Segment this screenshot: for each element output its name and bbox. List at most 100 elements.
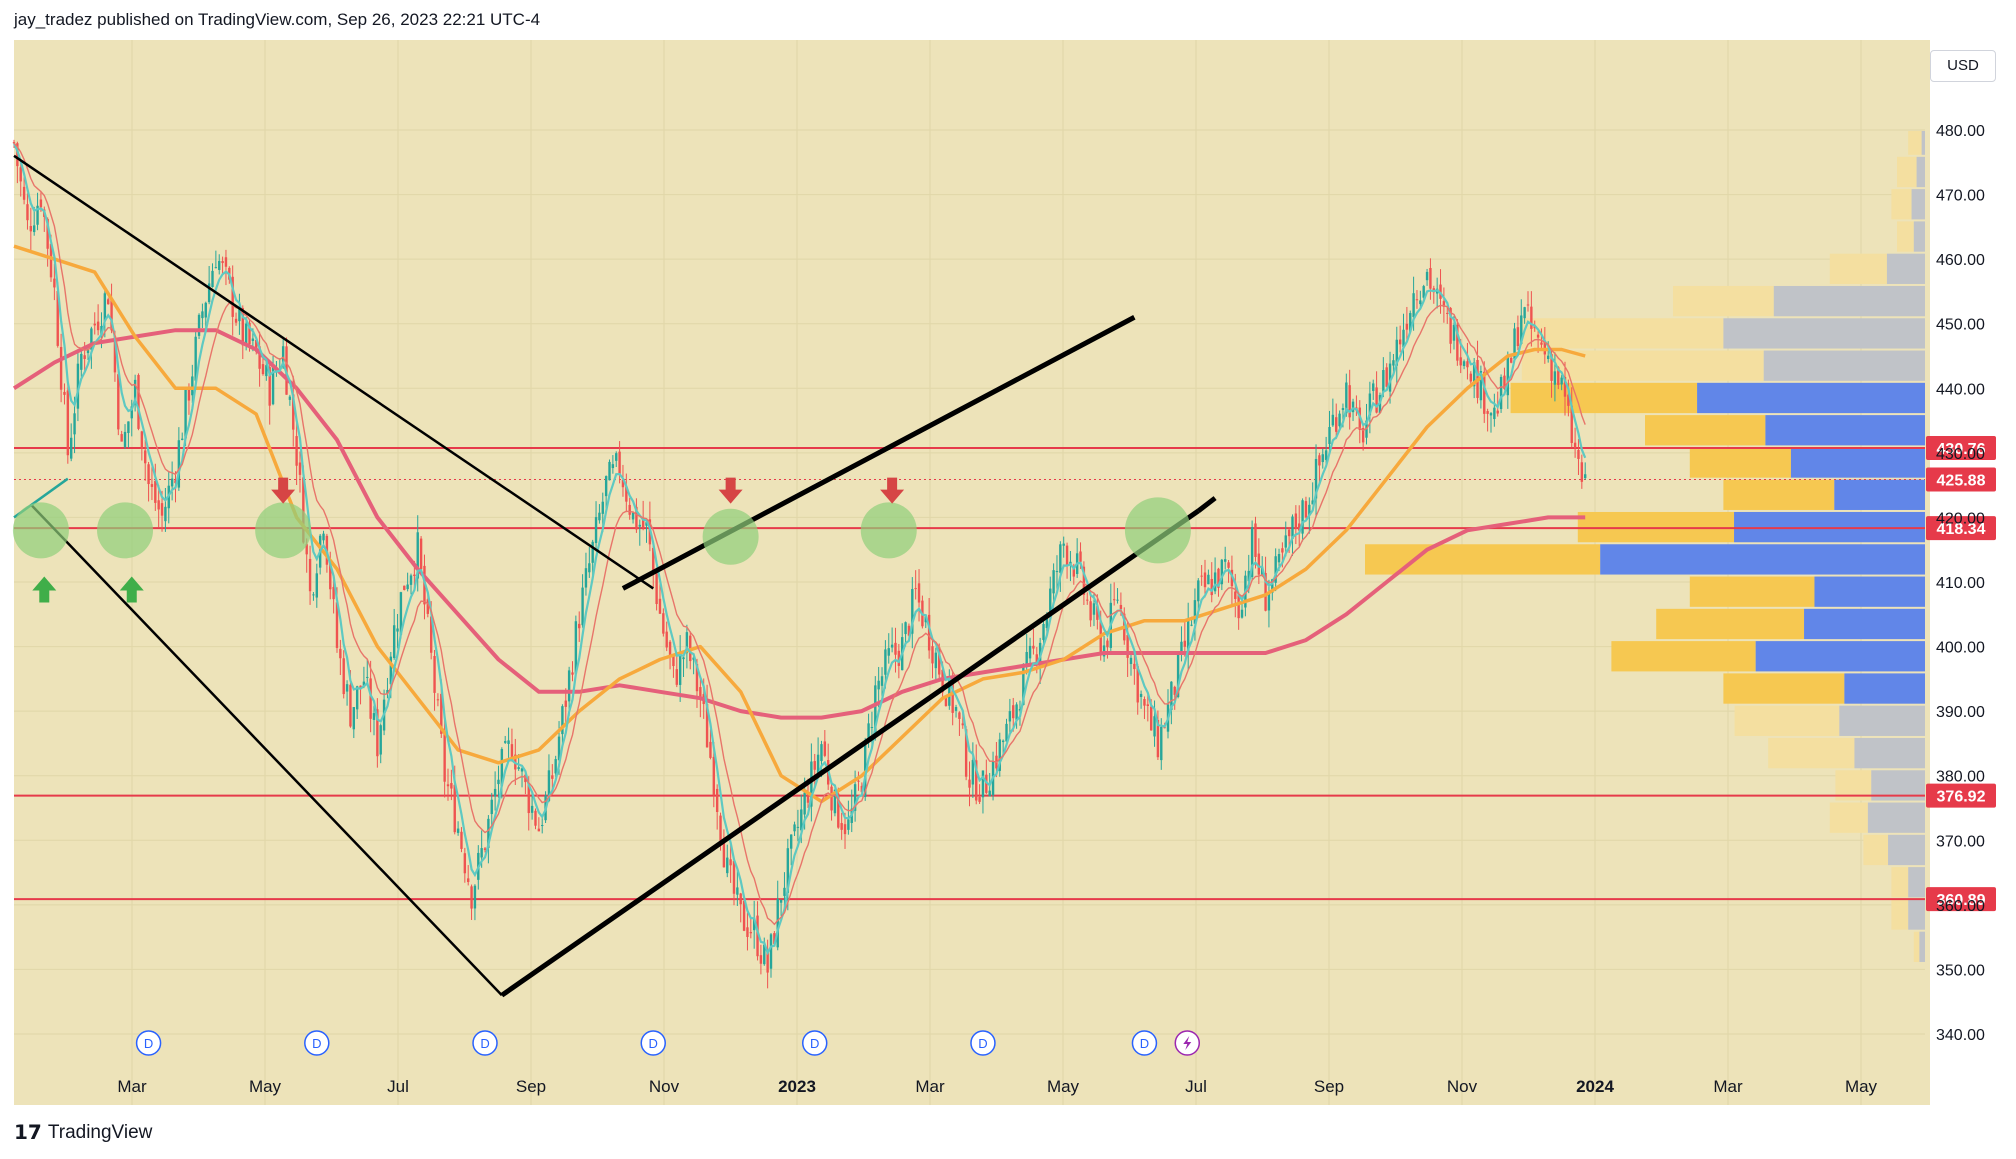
time-tick-label: May	[1845, 1077, 1878, 1096]
time-axis[interactable]: Mar May Jul Sep Nov 2023 Mar May Jul Sep Nov 2024 Ma…	[117, 1077, 1877, 1096]
candle-body	[820, 744, 823, 762]
candle-body	[1479, 371, 1483, 401]
price-chart[interactable]: 430.76 418.34 376.92 360.89 425.88 480.00 470…	[0, 0, 2016, 1120]
candle-body	[726, 857, 729, 874]
candle-body	[315, 573, 318, 598]
candle-body	[1200, 575, 1203, 577]
candle-body	[749, 932, 753, 934]
volume-bar-buy	[1888, 834, 1925, 866]
candle-body	[295, 436, 298, 466]
candle-body	[652, 547, 655, 572]
candle-body	[557, 736, 561, 761]
price-axis[interactable]: 480.00 470.00 460.00 450.00 440.00 430.00 420.…	[1936, 123, 1985, 1044]
candle-body	[1294, 513, 1298, 529]
volume-bar-buy	[1911, 189, 1925, 220]
candle-body	[16, 143, 19, 167]
candle-body	[113, 336, 117, 373]
level-price-label: 418.34	[1937, 521, 1986, 538]
candle-body	[608, 461, 611, 481]
volume-bar-sell	[1723, 479, 1835, 510]
candle-body	[1089, 601, 1092, 621]
candle-body	[1065, 545, 1069, 566]
candle-body	[1469, 373, 1473, 382]
dividend-icon	[472, 1030, 498, 1056]
highlight-circle	[1124, 497, 1191, 564]
candle-body	[450, 783, 453, 789]
candle-body	[1018, 708, 1022, 711]
candle-body	[1513, 328, 1516, 359]
candle-body	[1405, 323, 1409, 330]
candle-body	[853, 784, 857, 811]
candle-body	[1173, 686, 1176, 695]
candle-body	[174, 480, 177, 484]
candle-body	[1506, 356, 1510, 396]
volume-bar-buy	[1919, 931, 1925, 962]
candle-body	[1573, 442, 1577, 449]
candle-body	[806, 794, 810, 803]
volume-bar-sell	[1510, 382, 1698, 414]
candle-body	[483, 848, 487, 851]
candle-body	[1207, 574, 1210, 585]
currency-button[interactable]: USD	[1930, 50, 1996, 82]
volume-bar-buy	[1886, 253, 1925, 284]
candle-body	[911, 589, 914, 634]
volume-bar-buy	[1773, 285, 1925, 317]
volume-bar-buy	[1755, 641, 1925, 672]
candle-body	[1338, 413, 1341, 427]
dividend-icon-letter: D	[978, 1036, 987, 1051]
candle-body	[59, 347, 63, 390]
candle-body	[588, 563, 591, 573]
current-price-label: 425.88	[1937, 472, 1986, 489]
trendline	[29, 503, 503, 997]
candle-body	[493, 788, 497, 797]
volume-bar-buy	[1790, 447, 1925, 478]
candle-body	[1277, 553, 1281, 563]
candle-body	[29, 226, 33, 232]
candle-body	[537, 828, 541, 832]
volume-bar-sell	[1673, 285, 1774, 317]
candle-body	[551, 775, 554, 779]
candle-body	[1472, 362, 1476, 387]
candle-body	[584, 568, 588, 588]
candle-body	[803, 792, 806, 815]
time-tick-label: May	[1047, 1077, 1080, 1096]
candle-body	[329, 560, 332, 590]
candle-body	[685, 632, 689, 654]
volume-bar-sell	[1891, 867, 1909, 898]
candle-body	[1429, 267, 1432, 289]
candle-body	[1583, 474, 1587, 479]
price-tick-label: 430.00	[1936, 446, 1985, 463]
candle-body	[964, 729, 968, 777]
candle-body	[127, 421, 130, 434]
candle-body	[1523, 307, 1526, 319]
candle-body	[783, 887, 786, 896]
candle-body	[1422, 286, 1425, 298]
candle-body	[1160, 726, 1163, 761]
time-tick-label: Sep	[1314, 1077, 1344, 1096]
candle-body	[473, 885, 477, 909]
volume-bar-buy	[1916, 156, 1925, 188]
volume-bar-sell	[1897, 221, 1914, 252]
moving-averages	[12, 142, 1587, 956]
candle-body	[1503, 375, 1506, 389]
candle-body	[1425, 271, 1429, 281]
candle-body	[604, 476, 608, 497]
candle-body	[194, 336, 197, 381]
candle-body	[1055, 571, 1059, 573]
candle-body	[1402, 329, 1405, 348]
candle-body	[443, 731, 446, 782]
candle-body	[352, 707, 356, 730]
candle-body	[601, 501, 604, 514]
candle-body	[80, 353, 83, 370]
candle-body	[638, 524, 641, 527]
candle-body	[1143, 699, 1146, 706]
volume-bar-buy	[1723, 318, 1925, 349]
candle-body	[1271, 579, 1274, 593]
candle-body	[1442, 301, 1446, 307]
candle-body	[631, 512, 635, 520]
candle-body	[221, 261, 224, 264]
candle-body	[379, 725, 382, 755]
down-arrow-icon	[271, 477, 296, 504]
dividend-icon	[640, 1030, 666, 1056]
volume-bar-sell	[1656, 608, 1805, 640]
